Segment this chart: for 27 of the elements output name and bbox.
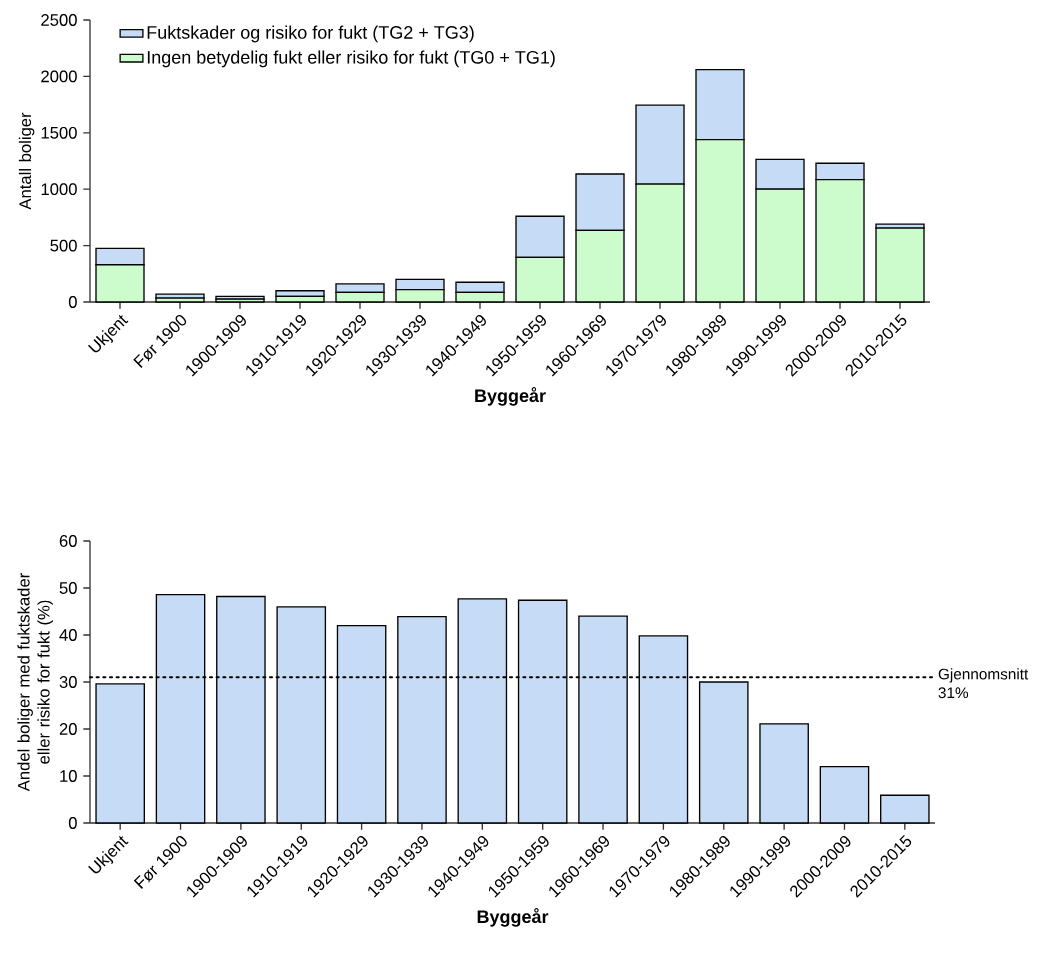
y-axis-title: Antall boliger — [18, 112, 35, 210]
x-axis-title: Byggeår — [475, 387, 546, 406]
x-axis-title: Byggeår — [477, 908, 549, 927]
y-tick-label: 10 — [60, 770, 77, 782]
legend-label: Fuktskader og risiko for fukt (TG2 + TG3) — [147, 25, 474, 43]
bar — [155, 297, 205, 303]
y-tick-label: 500 — [50, 239, 77, 252]
y-tick-label: 2500 — [41, 14, 77, 26]
y-tick-label: 1000 — [41, 183, 77, 196]
y-tick-label: 2000 — [41, 70, 77, 83]
ref-line-label: Gjennomsnitt 31% — [938, 668, 1029, 699]
bar — [95, 683, 145, 824]
legend-label: Ingen betydelig fukt eller risiko for fukt (TG0 + TG1) — [147, 50, 555, 68]
bar — [819, 765, 870, 824]
y-tick-label: 20 — [59, 723, 77, 735]
y-tick-label: 60 — [59, 535, 77, 547]
bar — [880, 794, 930, 824]
y-axis-title: Andel boliger med fuktskader eller risiko for fukt (%) — [17, 573, 53, 792]
y-tick-label: 1500 — [41, 126, 77, 139]
y-tick-label: 50 — [59, 582, 77, 594]
bar — [759, 723, 809, 824]
y-tick-label: 30 — [59, 676, 77, 688]
y-tick-label: 40 — [59, 629, 77, 641]
bar — [875, 227, 925, 303]
y-tick-label: 0 — [68, 296, 77, 308]
y-tick-label: 0 — [68, 817, 77, 829]
bar — [698, 681, 749, 824]
